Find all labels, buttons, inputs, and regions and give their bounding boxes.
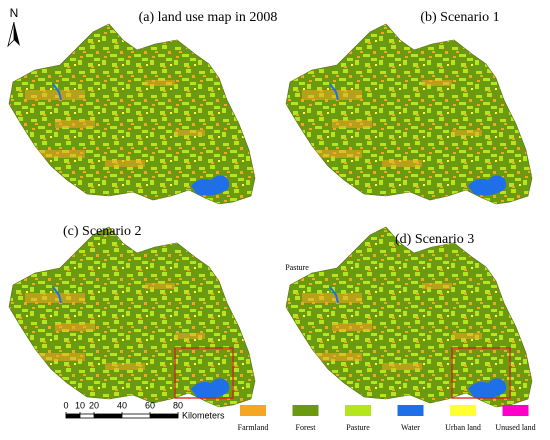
scale-label: 80 xyxy=(173,400,183,410)
panel-title: (c) Scenario 2 xyxy=(63,224,142,239)
legend-swatch xyxy=(292,405,319,416)
legend-swatch xyxy=(345,405,371,416)
legend-label: Urban land xyxy=(445,423,481,432)
water xyxy=(468,378,507,399)
scale-label: 40 xyxy=(117,400,127,410)
legend-label: Pasture xyxy=(346,423,370,432)
legend-swatch xyxy=(450,405,476,416)
river xyxy=(329,286,339,304)
scale-label: 0 xyxy=(63,400,68,410)
scale-segment xyxy=(150,414,178,418)
water xyxy=(191,175,230,196)
legend-label: Forest xyxy=(296,423,317,432)
annotation: Pasture xyxy=(285,263,309,272)
map-panel xyxy=(8,226,256,408)
scale-label: 10 xyxy=(75,400,85,410)
legend-label: Unused land xyxy=(495,423,535,432)
north-label: N xyxy=(10,6,19,20)
legend-label: Water xyxy=(401,423,420,432)
panel-title: (b) Scenario 1 xyxy=(420,10,499,25)
panel-title: (d) Scenario 3 xyxy=(395,232,474,247)
river xyxy=(52,83,62,101)
legend-label: Farmland xyxy=(238,423,269,432)
legend-swatch xyxy=(397,405,424,416)
scale-unit: Kilometers xyxy=(182,410,225,420)
scale-segment xyxy=(66,414,80,418)
highlight-box xyxy=(451,347,511,399)
water xyxy=(191,378,230,399)
water xyxy=(468,175,507,196)
scale-label: 60 xyxy=(145,400,155,410)
highlight-box xyxy=(174,347,234,399)
map-panel xyxy=(8,23,256,205)
legend-swatch xyxy=(502,405,529,416)
north-arrow: N xyxy=(7,6,20,48)
scale-label: 20 xyxy=(89,400,99,410)
river xyxy=(52,286,62,304)
panel-title: (a) land use map in 2008 xyxy=(139,10,278,25)
scale-segment xyxy=(94,414,122,418)
map-panel xyxy=(285,23,533,205)
map-panel xyxy=(285,226,533,408)
river xyxy=(329,83,339,101)
legend-swatch xyxy=(240,405,266,416)
